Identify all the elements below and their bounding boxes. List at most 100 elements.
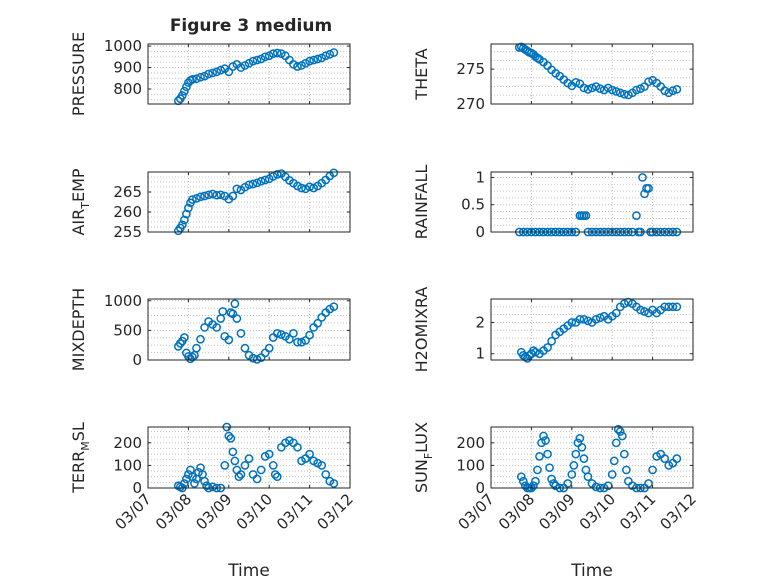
- data-point: [595, 313, 605, 323]
- data-point: [252, 55, 262, 65]
- axes-box: [490, 171, 694, 233]
- data-point: [264, 343, 274, 353]
- data-point: [270, 470, 280, 479]
- data-point: [583, 316, 593, 326]
- data-point: [212, 190, 222, 200]
- y-axis-label: RAINFALL: [412, 165, 431, 240]
- data-point: [228, 191, 238, 201]
- data-point: [611, 438, 621, 448]
- data-series: [514, 42, 682, 100]
- x-axis-label: Time: [227, 561, 270, 581]
- data-point: [672, 84, 682, 94]
- data-point: [293, 337, 302, 347]
- data-point: [644, 479, 653, 488]
- data-point: [248, 179, 258, 189]
- data-point: [660, 302, 670, 312]
- data-point: [192, 194, 201, 203]
- data-point: [329, 48, 339, 57]
- data-point: [240, 461, 250, 470]
- data-point: [541, 436, 550, 445]
- data-point: [305, 182, 314, 192]
- data-point: [224, 67, 234, 77]
- data-point: [547, 474, 556, 484]
- y-axis-label-main: TERR: [69, 451, 88, 494]
- data-point: [200, 476, 209, 486]
- y-axis-label: AIRTEMP: [69, 168, 92, 235]
- y-tick-label: 900: [113, 59, 142, 77]
- y-tick-label: 270: [456, 95, 485, 113]
- data-point: [543, 343, 552, 352]
- data-point: [248, 353, 258, 363]
- subplot-4: 0 0.5 1 RAINFALL: [412, 165, 694, 241]
- data-point: [668, 302, 678, 312]
- data-point: [609, 456, 619, 466]
- data-point: [188, 195, 197, 204]
- subplot-2: 270 275 THETA: [412, 42, 694, 113]
- data-point: [619, 449, 629, 459]
- axes-box: [147, 43, 351, 105]
- data-point: [672, 302, 682, 312]
- data-point: [305, 449, 314, 459]
- data-point: [575, 314, 585, 324]
- data-point: [276, 330, 286, 339]
- data-point: [244, 180, 254, 190]
- y-tick-label: 800: [113, 80, 142, 98]
- data-point: [248, 56, 258, 66]
- data-point: [208, 189, 217, 199]
- data-point: [549, 479, 558, 488]
- axes-box: [147, 426, 351, 489]
- data-point: [256, 176, 266, 186]
- y-tick-label: 1000: [104, 37, 142, 55]
- data-point: [208, 482, 217, 492]
- data-point: [244, 454, 254, 463]
- data-series: [516, 297, 682, 363]
- data-point: [204, 190, 213, 200]
- y-tick-label: 200: [456, 434, 485, 452]
- data-point: [615, 427, 625, 436]
- data-point: [192, 74, 201, 84]
- data-point: [289, 328, 298, 338]
- data-point: [636, 305, 645, 315]
- data-point: [644, 77, 653, 87]
- data-point: [177, 220, 187, 230]
- data-point: [531, 476, 540, 486]
- y-axis-label-suffix: SL: [69, 422, 88, 441]
- y-axis-label-subscript: F: [422, 453, 435, 459]
- y-tick-label: 260: [113, 203, 142, 221]
- plot-area: [491, 299, 693, 360]
- data-point: [190, 479, 199, 488]
- data-point: [272, 328, 282, 338]
- y-axis-label: SUNFLUX: [412, 422, 435, 493]
- y-axis-label: MIXDEPTH: [69, 288, 88, 371]
- data-point: [230, 299, 240, 309]
- y-tick-label: 0: [475, 223, 485, 241]
- data-point: [301, 336, 310, 345]
- data-point: [293, 62, 302, 71]
- y-axis-label-main: MIXDEPTH: [69, 288, 88, 371]
- data-point: [611, 87, 621, 96]
- data-point: [640, 189, 649, 199]
- data-point: [543, 449, 552, 459]
- grid: [490, 172, 694, 233]
- y-tick-label: 1: [475, 168, 485, 186]
- y-tick-label: 0: [132, 479, 142, 497]
- data-point: [192, 343, 201, 353]
- data-point: [638, 173, 647, 182]
- subplot-1: 800 900 1000 PRESSURE: [69, 32, 351, 116]
- data-series: [173, 48, 339, 106]
- data-point: [317, 461, 327, 470]
- y-axis-label-main: RAINFALL: [412, 165, 431, 240]
- data-point: [529, 481, 538, 491]
- data-point: [577, 442, 587, 452]
- data-point: [252, 355, 262, 364]
- data-point: [533, 53, 542, 63]
- data-point: [329, 168, 339, 178]
- data-point: [188, 75, 197, 84]
- data-point: [516, 472, 526, 482]
- subplot-6: 1 2 H2OMIXRA: [412, 287, 694, 372]
- data-point: [272, 170, 282, 179]
- data-point: [575, 433, 585, 443]
- data-point: [547, 336, 556, 346]
- y-tick-label: 0: [475, 479, 485, 497]
- data-point: [632, 211, 641, 220]
